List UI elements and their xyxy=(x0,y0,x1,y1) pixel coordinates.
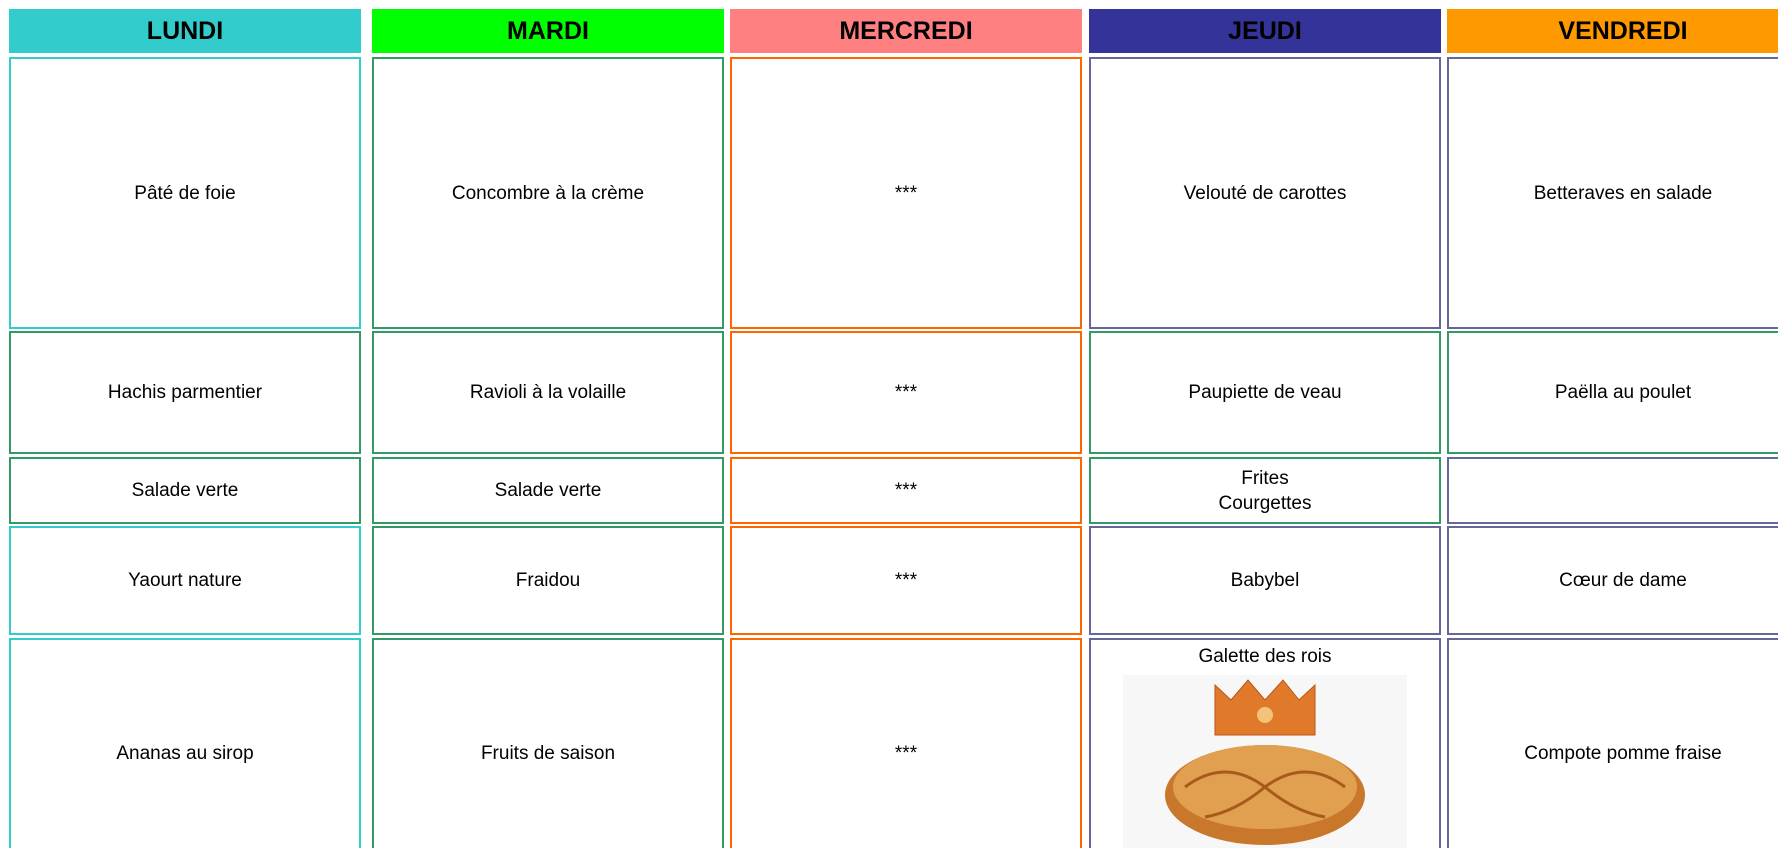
day-header: JEUDI xyxy=(1089,9,1441,53)
dish-text: Paëlla au poulet xyxy=(1554,382,1692,403)
dish-text: Babybel xyxy=(1230,570,1300,591)
dish-cell: *** xyxy=(730,331,1082,454)
day-header: MARDI xyxy=(372,9,724,53)
dish-text: Frites xyxy=(1241,467,1289,489)
day-header: MERCREDI xyxy=(730,9,1082,53)
dish-text: Betteraves en salade xyxy=(1533,182,1713,204)
dish-cell: Compote pomme fraise xyxy=(1447,638,1778,848)
dish-cell: Concombre à la crème xyxy=(372,57,724,329)
dish-cell xyxy=(1447,457,1778,524)
dish-cell: *** xyxy=(730,526,1082,635)
day-header: LUNDI xyxy=(9,9,361,53)
dish-text: *** xyxy=(894,570,918,591)
dish-text: *** xyxy=(894,382,918,403)
dish-text: Paupiette de veau xyxy=(1188,382,1342,403)
dish-text: Salade verte xyxy=(494,480,602,501)
dish-text: Salade verte xyxy=(131,480,239,501)
dish-text: Galette des rois xyxy=(1198,646,1332,667)
dish-cell: Yaourt nature xyxy=(9,526,361,635)
dish-text: Hachis parmentier xyxy=(107,382,263,403)
dish-cell: Galette des rois xyxy=(1089,638,1441,848)
dish-cell: *** xyxy=(730,638,1082,848)
dish-cell: Ravioli à la volaille xyxy=(372,331,724,454)
dish-cell: Frites Courgettes xyxy=(1089,457,1441,524)
dish-cell: Fruits de saison xyxy=(372,638,724,848)
dish-text: Concombre à la crème xyxy=(451,182,645,204)
dish-cell: Betteraves en salade xyxy=(1447,57,1778,329)
dish-cell: Babybel xyxy=(1089,526,1441,635)
dish-cell: Ananas au sirop xyxy=(9,638,361,848)
dish-text: Ananas au sirop xyxy=(116,742,254,764)
dish-cell: Fraidou xyxy=(372,526,724,635)
dish-text: *** xyxy=(894,480,918,501)
dish-cell: Paëlla au poulet xyxy=(1447,331,1778,454)
dish-text: Fruits de saison xyxy=(480,742,616,764)
dish-cell: Hachis parmentier xyxy=(9,331,361,454)
dish-text: Cœur de dame xyxy=(1559,570,1687,591)
dish-cell: Paupiette de veau xyxy=(1089,331,1441,454)
dish-text: Fraidou xyxy=(515,570,581,591)
dish-text: Compote pomme fraise xyxy=(1524,742,1722,764)
dish-text: Ravioli à la volaille xyxy=(469,382,627,403)
dish-text: *** xyxy=(894,742,918,764)
dish-cell: Velouté de carottes xyxy=(1089,57,1441,329)
dish-cell: *** xyxy=(730,57,1082,329)
dish-cell: Pâté de foie xyxy=(9,57,361,329)
dish-cell: Salade verte xyxy=(372,457,724,524)
day-header: VENDREDI xyxy=(1447,9,1778,53)
dish-cell: Salade verte xyxy=(9,457,361,524)
dish-cell: Cœur de dame xyxy=(1447,526,1778,635)
dish-cell: *** xyxy=(730,457,1082,524)
dish-text: Pâté de foie xyxy=(134,182,236,204)
dish-text: *** xyxy=(894,182,918,204)
dish-text: Courgettes xyxy=(1218,492,1312,514)
galette-image xyxy=(1123,675,1407,848)
dish-text: Velouté de carottes xyxy=(1183,182,1347,204)
dish-text: Yaourt nature xyxy=(128,570,242,591)
